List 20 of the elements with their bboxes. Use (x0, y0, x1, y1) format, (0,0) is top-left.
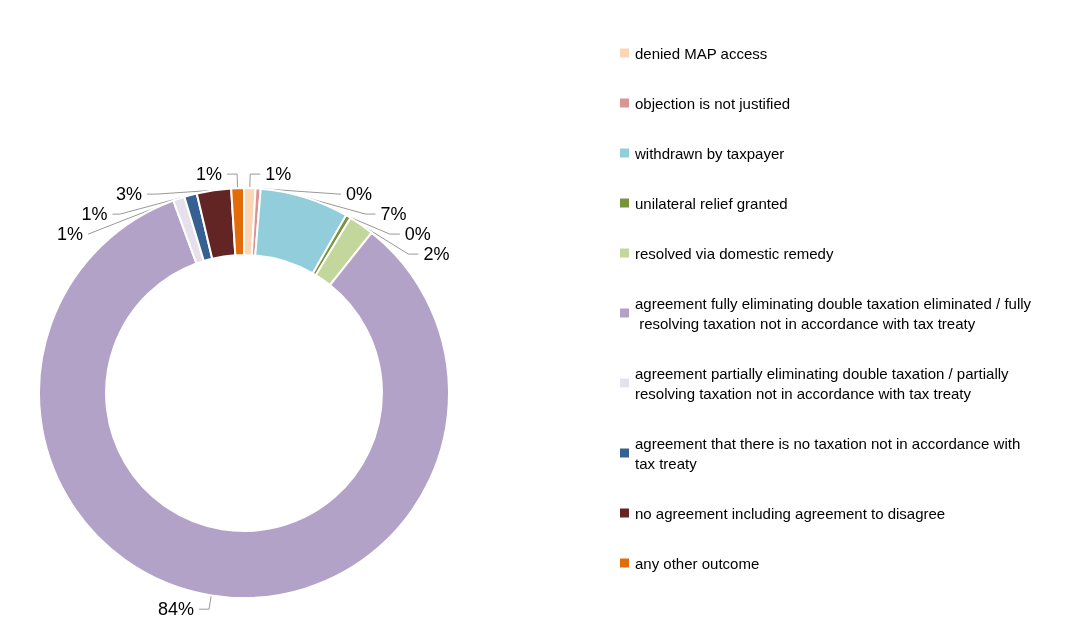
legend-label: resolved via domestic remedy (635, 244, 834, 262)
legend-label: objection is not justified (635, 94, 791, 112)
data-label: 1% (265, 164, 292, 185)
data-label: 0% (346, 184, 373, 205)
legend-label: agreement that there is no taxation not in accordance with tax treaty (635, 434, 1025, 472)
data-label: 1% (57, 224, 84, 245)
data-label: 0% (404, 224, 431, 245)
legend-label: denied MAP access (635, 44, 768, 62)
data-label: 3% (115, 184, 142, 205)
legend-label: no agreement including agreement to disagree (635, 504, 946, 522)
legend-label: unilateral relief granted (635, 194, 788, 212)
legend-label: any other outcome (635, 554, 760, 572)
data-label: 7% (380, 204, 407, 225)
legend-label: agreement fully eliminating double taxation eliminated / fully resolving taxation not in accordance with tax treaty (635, 294, 1032, 332)
data-label: 1% (81, 204, 108, 225)
legend-label: agreement partially eliminating double taxation / partially resolving taxation not in accordance with tax treaty (635, 364, 1013, 402)
data-label: 84% (158, 599, 195, 620)
data-label: 2% (423, 244, 450, 265)
data-label: 1% (196, 164, 223, 185)
legend-label: withdrawn by taxpayer (634, 144, 785, 162)
